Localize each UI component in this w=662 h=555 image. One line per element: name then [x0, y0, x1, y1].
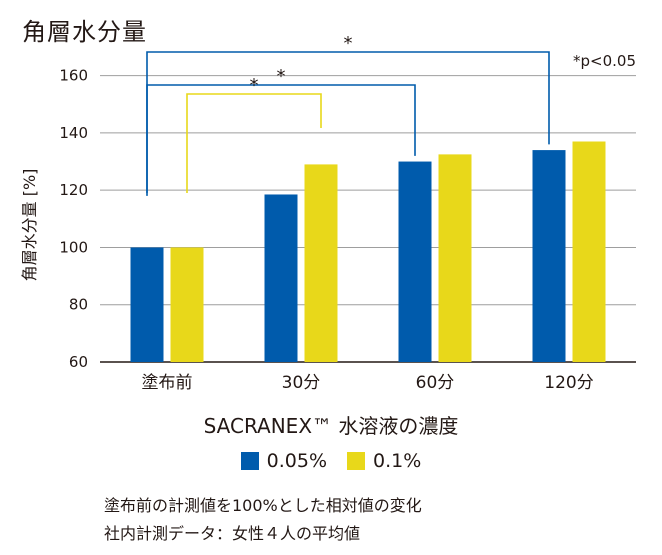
legend-item-0.1: 0.1%: [347, 450, 421, 472]
legend-swatch-yellow: [347, 452, 366, 470]
legend: 0.05% 0.1%: [0, 450, 662, 472]
bar-0.1%-60分: [438, 154, 472, 362]
significance-bracket: [146, 84, 416, 196]
x-axis-title: SACRANEX™ 水溶液の濃度: [203, 414, 459, 438]
y-tick-label: 160: [59, 67, 88, 85]
bar-0.1%-30分: [304, 164, 338, 362]
x-tick-label: 60分: [416, 373, 455, 393]
x-tick-label: 塗布前: [142, 372, 193, 393]
significance-marker: *: [277, 66, 286, 87]
x-tick-label: 30分: [282, 373, 321, 393]
x-tick-label: 120分: [544, 373, 593, 393]
legend-item-0.05: 0.05%: [240, 450, 328, 472]
significance-note: *p<0.05: [573, 52, 636, 70]
y-tick-label: 140: [59, 124, 88, 142]
y-tick-label: 80: [69, 296, 88, 314]
y-tick-label: 100: [59, 238, 88, 256]
bar-0.1%-塗布前: [170, 247, 204, 362]
bar-chart: 60 80 100 120 140 160 塗布前 30分 60分 120分 * * * *p<0.05: [59, 33, 636, 393]
y-tick-label: 120: [59, 181, 88, 199]
footnote: 社内計測データ：女性４人の平均値: [104, 524, 361, 543]
significance-marker: *: [344, 33, 353, 54]
legend-label: 0.1%: [373, 450, 422, 472]
bar-0.05%-30分: [264, 194, 298, 362]
significance-bracket: [146, 51, 550, 194]
legend-swatch-blue: [240, 452, 259, 470]
bar-0.05%-120分: [532, 150, 566, 362]
significance-marker: *: [250, 75, 259, 96]
y-tick-label: 60: [69, 353, 88, 371]
bar-0.1%-120分: [572, 141, 606, 362]
significance-bracket: [186, 93, 322, 194]
chart-title: 角層水分量: [22, 18, 147, 46]
legend-label: 0.05%: [266, 450, 328, 472]
bar-0.05%-60分: [398, 161, 432, 362]
bar-0.05%-塗布前: [130, 247, 164, 362]
footnote: 塗布前の計測値を100%とした相対値の変化: [104, 496, 422, 515]
